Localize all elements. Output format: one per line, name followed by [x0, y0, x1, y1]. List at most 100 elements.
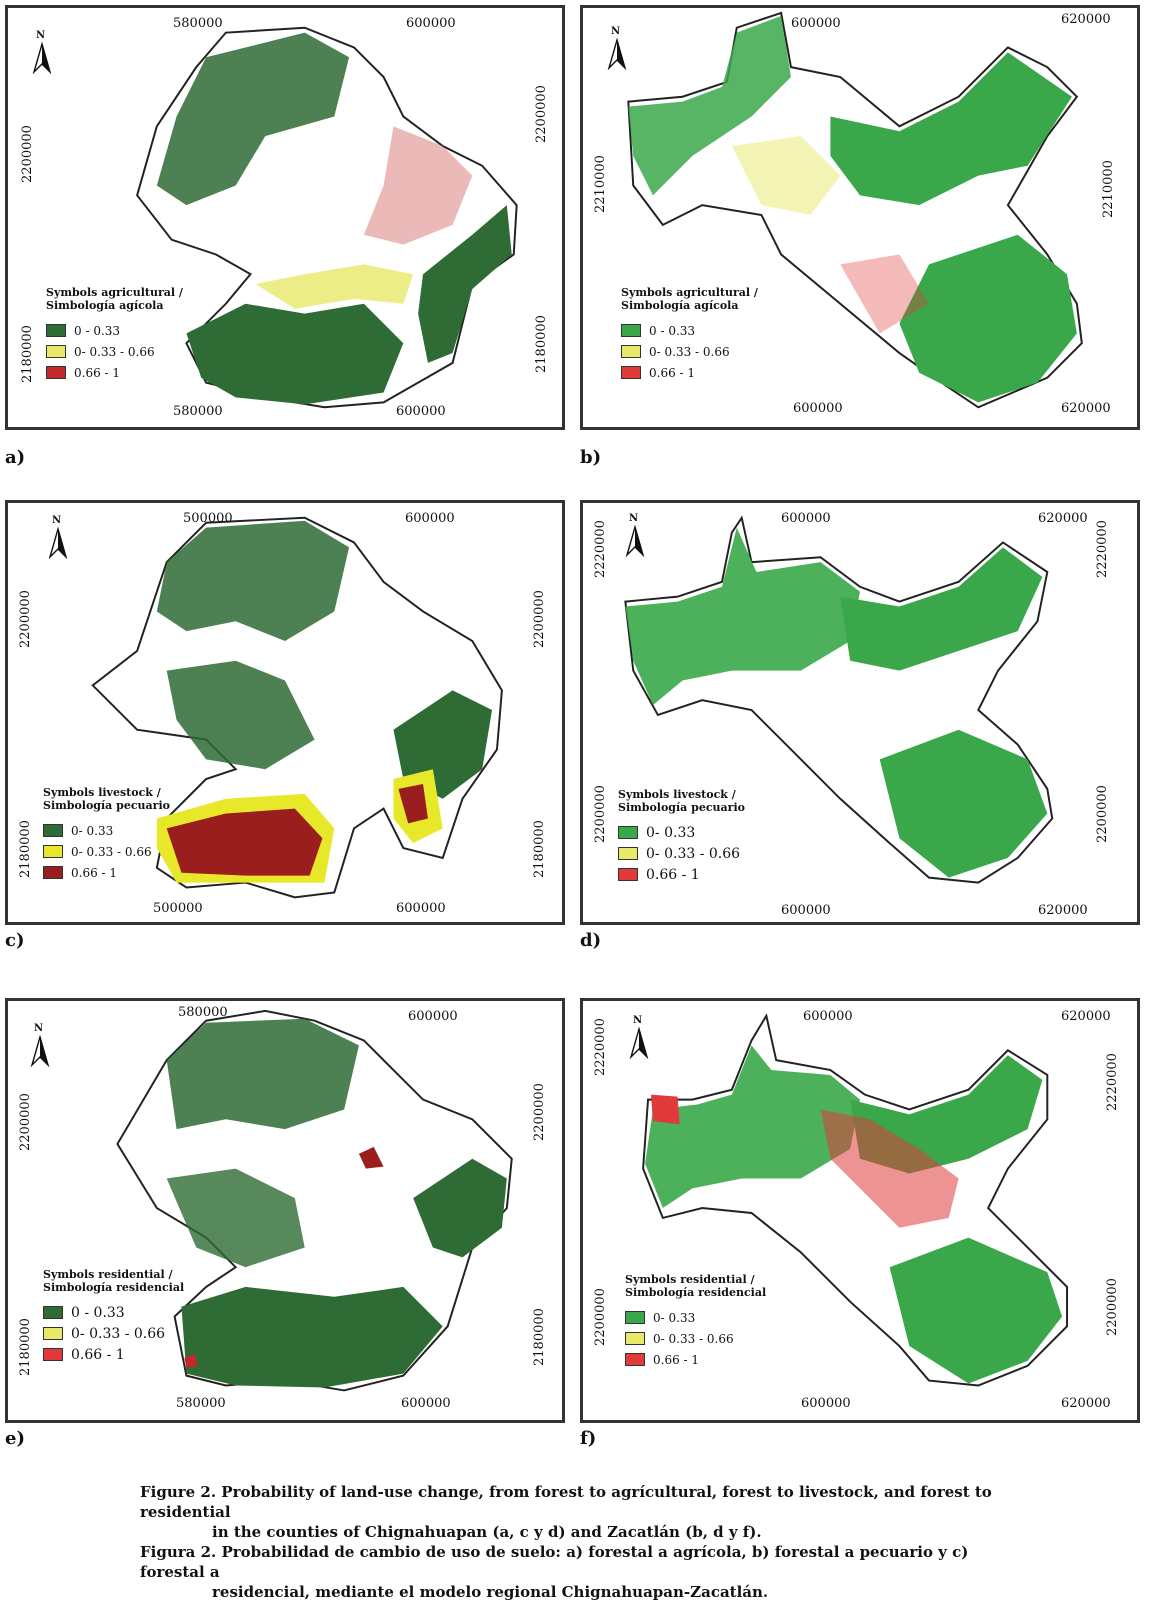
tick-right-1: 2200000 [534, 85, 549, 143]
tick-left-1: 2200000 [18, 590, 33, 648]
legend-item: 0- 0.33 [43, 820, 170, 841]
tick-bottom-1: 500000 [153, 901, 203, 916]
legend-item: 0- 0.33 [618, 822, 745, 843]
map-f-canvas [642, 1013, 1069, 1387]
legend-swatch [618, 826, 638, 839]
legend-swatch [618, 847, 638, 860]
forest-region [889, 1237, 1063, 1384]
legend-item: 0- 0.33 - 0.66 [621, 341, 758, 362]
forest-region [879, 729, 1048, 878]
forest-region [156, 520, 350, 642]
map-panel-b: 600000 620000 600000 620000 2210000 2210… [580, 5, 1140, 430]
legend-title: Symbols livestock / Simbología pecuario [618, 788, 745, 814]
tick-top-1: 600000 [791, 16, 841, 31]
forest-region [830, 52, 1072, 206]
legend-item: 0 - 0.33 [621, 320, 758, 341]
north-arrow-icon: N [30, 30, 54, 75]
high-probability-zone [184, 1353, 199, 1368]
legend-swatch [43, 1348, 63, 1361]
legend-item: 0- 0.33 - 0.66 [625, 1328, 766, 1349]
transition-zone [731, 136, 841, 216]
north-arrow-icon: N [627, 1015, 651, 1060]
panel-label-b: b) [580, 447, 602, 468]
north-arrow-icon: N [46, 515, 70, 560]
caption-en-line-1: Figure 2. Probability of land-use change… [140, 1483, 992, 1521]
tick-bottom-2: 600000 [396, 901, 446, 916]
legend-swatch [43, 824, 63, 837]
tick-left-1: 2210000 [593, 155, 608, 213]
legend-title: Symbols livestock / Simbología pecuario [43, 786, 170, 812]
legend-item: 0- 0.33 - 0.66 [43, 841, 170, 862]
high-probability-zone [650, 1094, 680, 1125]
legend-swatch [43, 866, 63, 879]
legend-item: 0- 0.33 - 0.66 [46, 341, 183, 362]
forest-region [645, 1045, 860, 1209]
tick-left-2: 2180000 [18, 820, 33, 878]
tick-right-1: 2200000 [532, 590, 547, 648]
map-panel-e: 580000 600000 580000 600000 2200000 2180… [5, 998, 565, 1423]
legend-swatch [46, 366, 66, 379]
north-arrow-icon: N [28, 1023, 52, 1068]
tick-bottom-2: 600000 [401, 1396, 451, 1411]
high-probability-zone [398, 783, 428, 824]
forest-region [413, 1158, 507, 1258]
legend-item: 0.66 - 1 [43, 1344, 184, 1365]
tick-top-2: 620000 [1061, 1009, 1111, 1024]
tick-bottom-2: 620000 [1038, 903, 1088, 918]
tick-left-1: 2220000 [593, 520, 608, 578]
forest-region [418, 205, 512, 363]
panel-label-a: a) [5, 447, 26, 468]
tick-right-1: 2220000 [1105, 1053, 1120, 1111]
map-panel-f: 600000 620000 600000 620000 2220000 2200… [580, 998, 1140, 1423]
tick-top-2: 620000 [1038, 511, 1088, 526]
panel-label-c: c) [5, 930, 25, 951]
tick-right-2: 2180000 [534, 315, 549, 373]
forest-region [899, 234, 1077, 403]
high-probability-zone [166, 808, 323, 876]
forest-region [393, 690, 493, 799]
tick-top-1: 600000 [803, 1009, 853, 1024]
legend-swatch [625, 1353, 645, 1366]
map-b-canvas [627, 11, 1083, 409]
north-arrow-icon: N [623, 513, 647, 558]
legend-item: 0.66 - 1 [43, 862, 170, 883]
legend-swatch [43, 1306, 63, 1319]
tick-left-2: 2200000 [593, 1288, 608, 1346]
caption-es-line-2: residencial, mediante el modelo regional… [212, 1583, 769, 1601]
tick-right-2: 2180000 [532, 1308, 547, 1366]
legend: Symbols residential / Simbología residen… [43, 1268, 184, 1365]
legend-item: 0 - 0.33 [46, 320, 183, 341]
tick-right-2: 2180000 [532, 820, 547, 878]
legend: Symbols agricultural / Simbología agícol… [46, 286, 183, 383]
legend-title: Symbols residential / Simbología residen… [43, 1268, 185, 1294]
tick-bottom-1: 600000 [801, 1396, 851, 1411]
legend-swatch [621, 366, 641, 379]
panel-label-d: d) [580, 930, 602, 951]
tick-left-1: 2200000 [20, 125, 35, 183]
tick-right-1: 2200000 [532, 1083, 547, 1141]
high-probability-zone [840, 254, 930, 334]
legend-swatch [621, 324, 641, 337]
tick-top-2: 600000 [406, 16, 456, 31]
tick-top-1: 580000 [178, 1005, 228, 1020]
legend-item: 0- 0.33 - 0.66 [618, 843, 745, 864]
transition-zone [255, 264, 414, 309]
north-arrow-icon: N [605, 26, 629, 71]
legend: Symbols residential / Simbología residen… [625, 1273, 766, 1370]
legend-item: 0- 0.33 [625, 1307, 766, 1328]
forest-region [181, 1286, 443, 1388]
map-panel-a: 580000 600000 580000 600000 2200000 2180… [5, 5, 565, 430]
tick-top-2: 600000 [405, 511, 455, 526]
tick-bottom-2: 620000 [1061, 1396, 1111, 1411]
forest-region [186, 303, 404, 405]
forest-region [840, 547, 1043, 671]
legend-item: 0 - 0.33 [43, 1302, 184, 1323]
legend: Symbols livestock / Simbología pecuario … [43, 786, 170, 883]
map-e-canvas [116, 1009, 513, 1392]
figure-caption: Figure 2. Probability of land-use change… [140, 1482, 1020, 1602]
panel-label-f: f) [580, 1428, 597, 1449]
legend-title: Symbols agricultural / Simbología agícol… [46, 286, 183, 312]
tick-left-2: 2180000 [18, 1318, 33, 1376]
map-d-canvas [624, 515, 1054, 884]
tick-top-2: 600000 [408, 1009, 458, 1024]
